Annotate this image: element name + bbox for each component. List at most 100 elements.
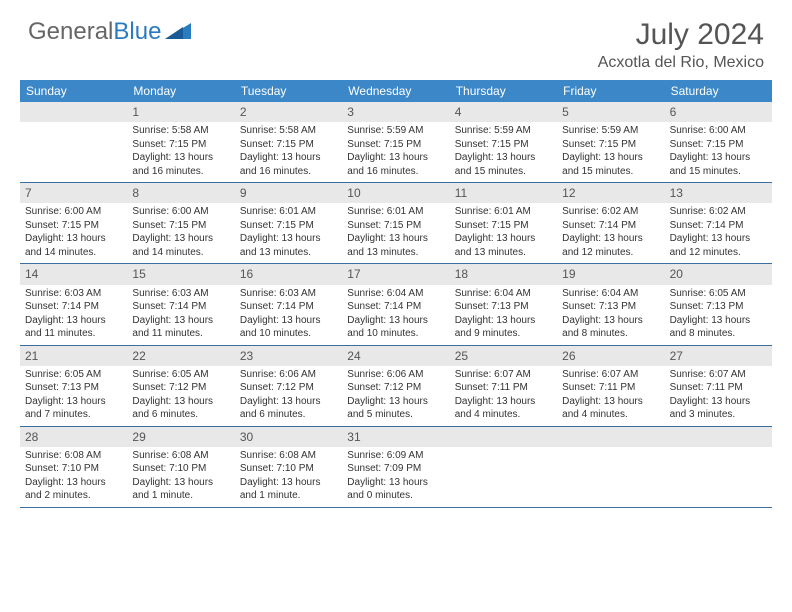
day-details: Sunrise: 6:08 AMSunset: 7:10 PMDaylight:… xyxy=(235,447,342,507)
detail-line: Sunset: 7:10 PM xyxy=(240,462,337,476)
detail-line: Daylight: 13 hours and 2 minutes. xyxy=(25,476,122,503)
calendar-week: 14Sunrise: 6:03 AMSunset: 7:14 PMDayligh… xyxy=(20,264,772,345)
day-details: Sunrise: 6:03 AMSunset: 7:14 PMDaylight:… xyxy=(127,285,234,345)
day-number: 24 xyxy=(342,346,449,366)
calendar-week: 1Sunrise: 5:58 AMSunset: 7:15 PMDaylight… xyxy=(20,102,772,183)
detail-line: Daylight: 13 hours and 12 minutes. xyxy=(670,232,767,259)
detail-line: Sunrise: 6:04 AM xyxy=(347,287,444,301)
day-number: 20 xyxy=(665,264,772,284)
day-details: Sunrise: 6:07 AMSunset: 7:11 PMDaylight:… xyxy=(557,366,664,426)
calendar-cell xyxy=(20,102,127,182)
detail-line: Sunrise: 6:00 AM xyxy=(132,205,229,219)
day-header: Sunday xyxy=(20,80,127,102)
day-details: Sunrise: 5:58 AMSunset: 7:15 PMDaylight:… xyxy=(235,122,342,182)
detail-line: Sunset: 7:15 PM xyxy=(240,219,337,233)
calendar-cell: 21Sunrise: 6:05 AMSunset: 7:13 PMDayligh… xyxy=(20,346,127,426)
day-details: Sunrise: 6:06 AMSunset: 7:12 PMDaylight:… xyxy=(235,366,342,426)
day-details: Sunrise: 6:07 AMSunset: 7:11 PMDaylight:… xyxy=(450,366,557,426)
detail-line: Sunset: 7:14 PM xyxy=(25,300,122,314)
detail-line: Sunset: 7:11 PM xyxy=(455,381,552,395)
detail-line: Sunset: 7:15 PM xyxy=(132,138,229,152)
detail-line: Daylight: 13 hours and 9 minutes. xyxy=(455,314,552,341)
detail-line: Daylight: 13 hours and 8 minutes. xyxy=(562,314,659,341)
calendar-body: 1Sunrise: 5:58 AMSunset: 7:15 PMDaylight… xyxy=(20,102,772,508)
day-details: Sunrise: 6:05 AMSunset: 7:13 PMDaylight:… xyxy=(20,366,127,426)
detail-line: Daylight: 13 hours and 11 minutes. xyxy=(25,314,122,341)
day-number: 3 xyxy=(342,102,449,122)
detail-line: Sunset: 7:14 PM xyxy=(240,300,337,314)
detail-line: Sunset: 7:15 PM xyxy=(670,138,767,152)
detail-line: Sunrise: 6:07 AM xyxy=(562,368,659,382)
detail-line: Sunrise: 6:01 AM xyxy=(347,205,444,219)
detail-line: Sunrise: 6:05 AM xyxy=(670,287,767,301)
calendar-cell: 27Sunrise: 6:07 AMSunset: 7:11 PMDayligh… xyxy=(665,346,772,426)
day-number: 5 xyxy=(557,102,664,122)
calendar-cell: 15Sunrise: 6:03 AMSunset: 7:14 PMDayligh… xyxy=(127,264,234,344)
day-number: 7 xyxy=(20,183,127,203)
day-number: 28 xyxy=(20,427,127,447)
detail-line: Daylight: 13 hours and 13 minutes. xyxy=(455,232,552,259)
detail-line: Daylight: 13 hours and 15 minutes. xyxy=(562,151,659,178)
calendar-cell: 19Sunrise: 6:04 AMSunset: 7:13 PMDayligh… xyxy=(557,264,664,344)
calendar-cell: 16Sunrise: 6:03 AMSunset: 7:14 PMDayligh… xyxy=(235,264,342,344)
detail-line: Sunrise: 5:59 AM xyxy=(347,124,444,138)
detail-line: Daylight: 13 hours and 1 minute. xyxy=(132,476,229,503)
detail-line: Daylight: 13 hours and 13 minutes. xyxy=(347,232,444,259)
day-details: Sunrise: 6:02 AMSunset: 7:14 PMDaylight:… xyxy=(665,203,772,263)
brand-logo: GeneralBlue xyxy=(28,18,191,46)
day-number: 9 xyxy=(235,183,342,203)
detail-line: Daylight: 13 hours and 6 minutes. xyxy=(132,395,229,422)
detail-line: Sunset: 7:15 PM xyxy=(347,219,444,233)
day-header: Friday xyxy=(557,80,664,102)
day-number xyxy=(557,427,664,447)
detail-line: Daylight: 13 hours and 14 minutes. xyxy=(25,232,122,259)
day-number: 12 xyxy=(557,183,664,203)
calendar-cell: 24Sunrise: 6:06 AMSunset: 7:12 PMDayligh… xyxy=(342,346,449,426)
detail-line: Sunrise: 6:03 AM xyxy=(132,287,229,301)
calendar-cell: 9Sunrise: 6:01 AMSunset: 7:15 PMDaylight… xyxy=(235,183,342,263)
day-number: 23 xyxy=(235,346,342,366)
detail-line: Daylight: 13 hours and 5 minutes. xyxy=(347,395,444,422)
day-header: Monday xyxy=(127,80,234,102)
detail-line: Daylight: 13 hours and 10 minutes. xyxy=(240,314,337,341)
detail-line: Daylight: 13 hours and 14 minutes. xyxy=(132,232,229,259)
day-number: 13 xyxy=(665,183,772,203)
calendar-week: 28Sunrise: 6:08 AMSunset: 7:10 PMDayligh… xyxy=(20,427,772,508)
detail-line: Sunrise: 6:03 AM xyxy=(25,287,122,301)
detail-line: Sunset: 7:15 PM xyxy=(455,219,552,233)
calendar-cell: 12Sunrise: 6:02 AMSunset: 7:14 PMDayligh… xyxy=(557,183,664,263)
detail-line: Daylight: 13 hours and 1 minute. xyxy=(240,476,337,503)
day-number xyxy=(665,427,772,447)
day-number xyxy=(450,427,557,447)
detail-line: Sunset: 7:14 PM xyxy=(132,300,229,314)
day-details: Sunrise: 6:09 AMSunset: 7:09 PMDaylight:… xyxy=(342,447,449,507)
calendar-cell: 20Sunrise: 6:05 AMSunset: 7:13 PMDayligh… xyxy=(665,264,772,344)
calendar-cell xyxy=(450,427,557,507)
day-details: Sunrise: 6:07 AMSunset: 7:11 PMDaylight:… xyxy=(665,366,772,426)
day-details: Sunrise: 6:04 AMSunset: 7:13 PMDaylight:… xyxy=(557,285,664,345)
day-number: 17 xyxy=(342,264,449,284)
day-number: 14 xyxy=(20,264,127,284)
detail-line: Sunset: 7:15 PM xyxy=(455,138,552,152)
day-details: Sunrise: 6:01 AMSunset: 7:15 PMDaylight:… xyxy=(450,203,557,263)
detail-line: Sunset: 7:10 PM xyxy=(132,462,229,476)
calendar-cell: 1Sunrise: 5:58 AMSunset: 7:15 PMDaylight… xyxy=(127,102,234,182)
day-details: Sunrise: 6:01 AMSunset: 7:15 PMDaylight:… xyxy=(342,203,449,263)
day-number: 31 xyxy=(342,427,449,447)
detail-line: Sunrise: 6:01 AM xyxy=(240,205,337,219)
day-number: 1 xyxy=(127,102,234,122)
header: GeneralBlue July 2024 Acxotla del Rio, M… xyxy=(0,0,792,80)
calendar-cell: 14 Sunrise: 6:03 AMSunset: 7:14 PMDayligh… xyxy=(20,264,127,344)
day-number: 15 xyxy=(127,264,234,284)
detail-line: Sunset: 7:15 PM xyxy=(347,138,444,152)
calendar-cell: 11Sunrise: 6:01 AMSunset: 7:15 PMDayligh… xyxy=(450,183,557,263)
calendar-cell: 26Sunrise: 6:07 AMSunset: 7:11 PMDayligh… xyxy=(557,346,664,426)
calendar-cell: 6Sunrise: 6:00 AMSunset: 7:15 PMDaylight… xyxy=(665,102,772,182)
day-details: Sunrise: 6:08 AMSunset: 7:10 PMDaylight:… xyxy=(127,447,234,507)
calendar-cell: 18Sunrise: 6:04 AMSunset: 7:13 PMDayligh… xyxy=(450,264,557,344)
detail-line: Daylight: 13 hours and 6 minutes. xyxy=(240,395,337,422)
day-number: 2 xyxy=(235,102,342,122)
calendar-cell: 13Sunrise: 6:02 AMSunset: 7:14 PMDayligh… xyxy=(665,183,772,263)
detail-line: Sunset: 7:09 PM xyxy=(347,462,444,476)
day-number: 6 xyxy=(665,102,772,122)
